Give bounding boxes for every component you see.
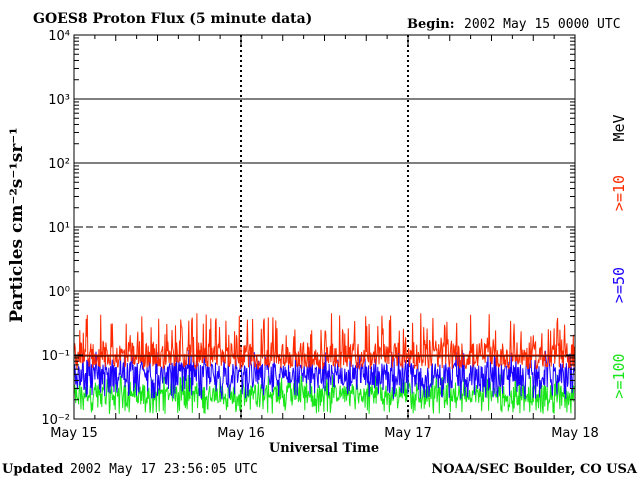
begin-value: 2002 May 15 0000 UTC — [464, 17, 621, 32]
y-axis-label: Particles cm⁻²s⁻¹sr⁻¹ — [7, 127, 27, 322]
y-tick-label: 10³ — [48, 93, 70, 108]
y-tick-label: 10⁴ — [48, 29, 70, 44]
legend-ge10: >=10 — [610, 175, 628, 211]
x-tick-label: May 15 — [50, 426, 98, 441]
y-tick-label: 10⁻¹ — [41, 349, 70, 364]
y-tick-label: 10¹ — [48, 221, 70, 236]
y-tick-label: 10⁰ — [48, 285, 70, 300]
overlay-lines — [74, 354, 575, 357]
credit: NOAA/SEC Boulder, CO USA — [431, 462, 638, 477]
tick-marks — [73, 34, 576, 420]
x-tick-label: May 17 — [384, 426, 432, 441]
series-line-10 — [73, 313, 575, 371]
x-tick-labels: May 15 May 16 May 17 May 18 — [50, 426, 599, 441]
begin-label: Begin: — [407, 17, 455, 32]
legend-ge50: >=50 — [610, 267, 628, 303]
y-tick-label: 10⁻² — [41, 413, 70, 428]
x-tick-label: May 16 — [217, 426, 265, 441]
legend-unit: MeV — [610, 114, 628, 141]
chart-title: GOES8 Proton Flux (5 minute data) — [33, 11, 312, 27]
y-tick-labels: 10⁻² 10⁻¹ 10⁰ 10¹ 10² 10³ 10⁴ — [41, 29, 70, 428]
x-axis-label: Universal Time — [269, 441, 379, 456]
y-tick-label: 10² — [48, 157, 70, 172]
x-tick-label: May 18 — [551, 426, 599, 441]
legend-ge100: >=100 — [610, 353, 628, 398]
series-layer — [73, 313, 575, 414]
updated-label: Updated — [2, 462, 63, 477]
updated-value: 2002 May 17 23:56:05 UTC — [70, 462, 258, 477]
